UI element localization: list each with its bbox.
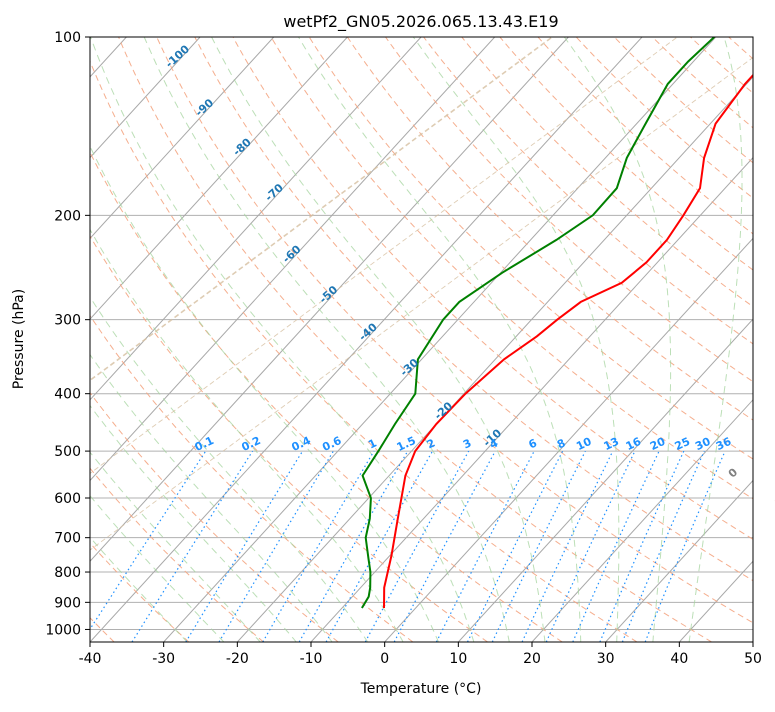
y-tick-label: 1000 [45,622,81,638]
x-tick-label: 30 [597,651,615,667]
x-tick-label: 40 [670,651,688,667]
x-tick-label: -30 [152,651,175,667]
y-tick-label: 300 [54,313,81,329]
y-axis-label: Pressure (hPa) [11,289,27,389]
y-tick-label: 100 [54,30,81,46]
y-tick-label: 700 [54,531,81,547]
chart-title: wetPf2_GN05.2026.065.13.43.E19 [283,12,558,32]
y-tick-label: 600 [54,491,81,507]
x-tick-label: 10 [449,651,467,667]
x-tick-label: 0 [380,651,389,667]
x-tick-label: 20 [523,651,541,667]
y-tick-label: 800 [54,565,81,581]
x-tick-label: 50 [744,651,762,667]
y-tick-label: 400 [54,387,81,403]
y-tick-label: 200 [54,208,81,224]
x-tick-label: -20 [226,651,249,667]
x-axis-label: Temperature (°C) [360,681,482,697]
y-tick-label: 500 [54,444,81,460]
y-tick-label: 900 [54,595,81,611]
x-tick-label: -40 [79,651,102,667]
x-tick-label: -10 [300,651,323,667]
